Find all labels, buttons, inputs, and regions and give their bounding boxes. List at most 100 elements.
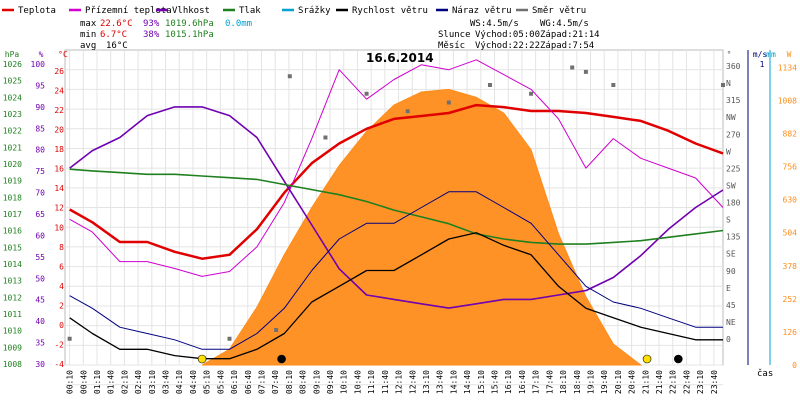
series-tlak	[69, 168, 724, 245]
mm-axis-label: mm	[766, 50, 776, 59]
hpa-tick: 1015	[3, 243, 22, 252]
hpa-tick: 1016	[3, 227, 22, 236]
pct-tick: 50	[35, 274, 45, 283]
x-tick: 15:40	[491, 370, 500, 394]
legend-label: Rychlost větru	[352, 6, 428, 16]
pct-tick: 55	[35, 253, 45, 262]
deg-tick: 360	[726, 62, 741, 71]
watt-tick: 126	[783, 328, 798, 337]
stats-max-temp: 22.6°C	[100, 19, 133, 29]
celsius-tick: 6	[59, 262, 64, 271]
pct-tick: 85	[35, 124, 45, 133]
watt-tick: 882	[783, 129, 798, 138]
stats-avg-temp: 16°C	[106, 41, 128, 51]
deg-tick: E	[726, 284, 731, 293]
x-tick: 02:40	[134, 370, 143, 394]
stats-max-label: max	[80, 19, 97, 29]
x-tick: 02:10	[120, 370, 129, 394]
x-tick: 18:40	[573, 370, 582, 394]
x-tick: 16:40	[518, 370, 527, 394]
deg-tick: NW	[726, 113, 736, 122]
deg-tick: SE	[726, 250, 736, 259]
x-tick: 16:10	[504, 370, 513, 394]
watt-tick: 756	[783, 163, 798, 172]
watt-tick: 252	[783, 295, 798, 304]
watt-tick: 504	[783, 229, 798, 238]
info-sun-label: Slunce	[438, 30, 471, 40]
solar-area	[201, 88, 643, 366]
celsius-tick: 18	[54, 145, 64, 154]
series-lines	[67, 59, 725, 360]
x-tick: 06:40	[244, 370, 253, 394]
info-sunset: Západ:21:14	[540, 30, 600, 40]
legend-label: Směr větru	[532, 6, 586, 16]
watt-tick: 0	[792, 361, 797, 370]
celsius-tick: 2	[59, 301, 64, 310]
series-teplota	[69, 103, 724, 260]
wind-direction-point	[583, 69, 588, 74]
x-tick: 23:40	[710, 370, 719, 394]
series-rychlost-větru	[69, 232, 723, 360]
x-tick: 18:10	[559, 370, 568, 394]
x-tick: 17:10	[532, 370, 541, 394]
x-tick: 05:10	[203, 370, 212, 394]
stats-min-temp: 6.7°C	[100, 30, 127, 40]
x-tick: 19:10	[586, 370, 595, 394]
wind-direction-point	[274, 328, 279, 332]
hpa-tick: 1014	[3, 260, 22, 269]
hpa-tick: 1009	[3, 343, 22, 352]
stats-max-press: 1019.6hPa	[165, 19, 214, 29]
hpa-tick: 1024	[3, 93, 22, 102]
celsius-tick: 22	[54, 106, 64, 115]
hpa-tick: 1022	[3, 127, 22, 136]
marker-moonrise	[674, 354, 683, 364]
wind-direction-point	[721, 83, 725, 87]
pct-tick: 60	[35, 231, 45, 240]
deg-tick: 0	[726, 335, 731, 344]
pct-tick: 65	[35, 210, 45, 219]
x-axis-label: čas	[757, 368, 773, 379]
x-tick: 22:10	[669, 370, 678, 394]
x-tick: 17:40	[545, 370, 554, 394]
stats-avg-label: avg	[80, 41, 96, 51]
x-tick: 20:10	[614, 370, 623, 394]
deg-tick: 45	[726, 301, 736, 310]
stats-min-press: 1015.1hPa	[165, 30, 214, 40]
hpa-tick: 1010	[3, 327, 22, 336]
x-tick: 14:10	[449, 370, 458, 394]
pct-tick: 100	[31, 60, 46, 69]
info-sunrise: Východ:05:00	[475, 30, 540, 40]
legend-label: Vlhkost	[172, 6, 210, 16]
watt-tick: 1134	[778, 63, 797, 72]
legend-label: Tlak	[239, 6, 261, 16]
x-tick: 10:40	[353, 370, 362, 394]
x-tick: 12:40	[408, 370, 417, 394]
legend-label: Náraz větru	[452, 6, 512, 16]
deg-axis-label: °	[727, 50, 732, 59]
stats-min-label: min	[80, 30, 96, 40]
x-tick: 19:40	[600, 370, 609, 394]
celsius-tick: 16	[54, 165, 64, 174]
sun-moon-markers	[197, 354, 683, 364]
x-tick: 08:10	[285, 370, 294, 394]
x-tick: 10:10	[340, 370, 349, 394]
wind-direction-point	[446, 100, 451, 105]
x-tick: 11:40	[381, 370, 390, 394]
x-tick: 04:40	[189, 370, 198, 394]
x-tick: 00:40	[79, 370, 88, 394]
x-tick: 13:40	[436, 370, 445, 394]
wind-direction-point	[611, 83, 616, 87]
series-přízemní-teplota	[69, 59, 724, 277]
ms-axis-label: m/s	[753, 50, 768, 59]
stats-min-hum: 38%	[143, 30, 160, 40]
x-tick: 06:10	[230, 370, 239, 394]
hpa-tick: 1020	[3, 160, 22, 169]
hpa-tick: 1023	[3, 110, 22, 119]
x-tick: 00:10	[66, 370, 75, 394]
deg-tick: NE	[726, 318, 736, 327]
x-tick: 12:10	[395, 370, 404, 394]
hpa-tick: 1025	[3, 77, 22, 86]
celsius-tick: 20	[54, 126, 64, 135]
deg-tick: N	[726, 79, 731, 88]
